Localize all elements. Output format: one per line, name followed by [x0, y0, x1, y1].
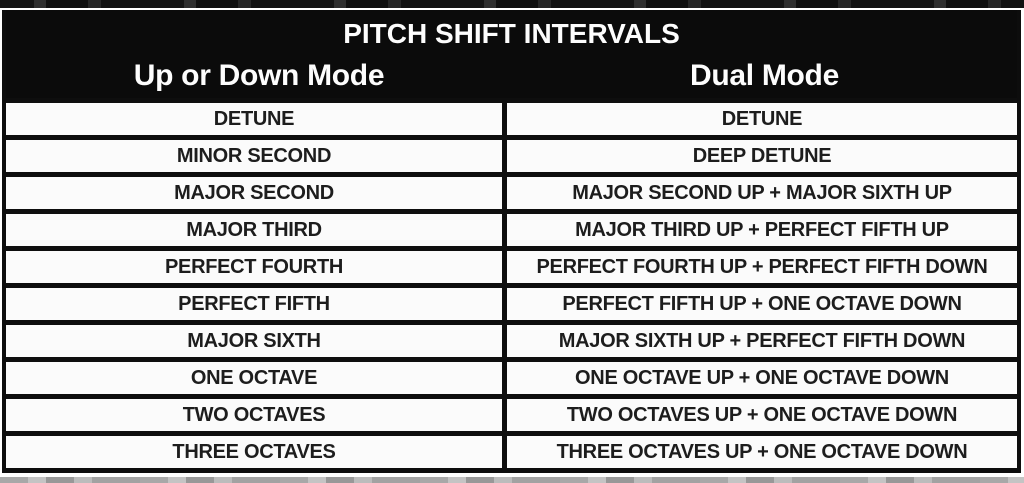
table-row: PERFECT FIFTH PERFECT FIFTH UP + ONE OCT… — [6, 283, 1017, 320]
column-header-up-or-down-mode: Up or Down Mode — [133, 59, 385, 92]
column-headers: Up or Down Mode Dual Mode — [6, 59, 1017, 93]
cell-dual-mode: ONE OCTAVE UP + ONE OCTAVE DOWN — [575, 366, 949, 389]
cell-dual-mode: DEEP DETUNE — [692, 144, 832, 167]
table-row: MAJOR THIRD MAJOR THIRD UP + PERFECT FIF… — [6, 209, 1017, 246]
cell-up-or-down-mode: THREE OCTAVES — [6, 436, 507, 468]
table-row: THREE OCTAVES THREE OCTAVES UP + ONE OCT… — [6, 431, 1017, 468]
column-header-dual-mode: Dual Mode — [690, 59, 839, 92]
cell-up-or-down-mode: TWO OCTAVES — [6, 399, 507, 431]
cell-up-or-down-mode: PERFECT FIFTH — [6, 288, 507, 320]
table-header: PITCH SHIFT INTERVALS Up or Down Mode Du… — [6, 10, 1017, 98]
table-row: PERFECT FOURTH PERFECT FOURTH UP + PERFE… — [6, 246, 1017, 283]
scan-edge-bottom — [0, 477, 1024, 483]
cell-up-or-down-mode: MAJOR THIRD — [6, 214, 507, 246]
scan-edge-top — [0, 0, 1024, 8]
table-row: MAJOR SIXTH MAJOR SIXTH UP + PERFECT FIF… — [6, 320, 1017, 357]
cell-up-or-down-mode: DETUNE — [6, 103, 507, 135]
cell-dual-mode: MAJOR THIRD UP + PERFECT FIFTH UP — [575, 218, 949, 241]
cell-dual-mode: TWO OCTAVES UP + ONE OCTAVE DOWN — [566, 403, 958, 426]
table-row: ONE OCTAVE ONE OCTAVE UP + ONE OCTAVE DO… — [6, 357, 1017, 394]
table-row: MAJOR SECOND MAJOR SECOND UP + MAJOR SIX… — [6, 172, 1017, 209]
table-row: TWO OCTAVES TWO OCTAVES UP + ONE OCTAVE … — [6, 394, 1017, 431]
cell-up-or-down-mode: MAJOR SIXTH — [6, 325, 507, 357]
cell-dual-mode: PERFECT FOURTH UP + PERFECT FIFTH DOWN — [536, 255, 988, 278]
table-row: MINOR SECOND DEEP DETUNE — [6, 135, 1017, 172]
cell-up-or-down-mode: PERFECT FOURTH — [6, 251, 507, 283]
cell-dual-mode: MAJOR SECOND UP + MAJOR SIXTH UP — [572, 181, 952, 204]
cell-dual-mode: DETUNE — [721, 107, 803, 130]
pitch-shift-intervals-table: PITCH SHIFT INTERVALS Up or Down Mode Du… — [2, 10, 1021, 473]
table-title: PITCH SHIFT INTERVALS — [343, 18, 680, 49]
table-row: DETUNE DETUNE — [6, 98, 1017, 135]
cell-up-or-down-mode: MAJOR SECOND — [6, 177, 507, 209]
cell-dual-mode: THREE OCTAVES UP + ONE OCTAVE DOWN — [556, 440, 968, 463]
cell-dual-mode: MAJOR SIXTH UP + PERFECT FIFTH DOWN — [558, 329, 966, 352]
table-body: DETUNE DETUNE MINOR SECOND DEEP DETUNE M… — [6, 98, 1017, 468]
cell-up-or-down-mode: MINOR SECOND — [6, 140, 507, 172]
cell-dual-mode: PERFECT FIFTH UP + ONE OCTAVE DOWN — [562, 292, 962, 315]
cell-up-or-down-mode: ONE OCTAVE — [6, 362, 507, 394]
